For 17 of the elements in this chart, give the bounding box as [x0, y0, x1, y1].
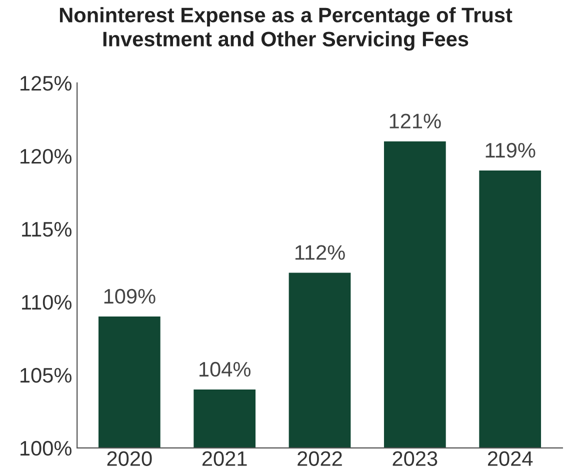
x-tick-label: 2023	[392, 451, 438, 466]
y-tick-label: 120%	[20, 148, 72, 164]
y-tick-label: 125%	[20, 76, 72, 91]
data-label: 104%	[200, 362, 250, 377]
chart-title: Noninterest Expense as a Percentage of Trust Investment and Other Servicing Fees	[60, 7, 512, 51]
data-label: 121%	[390, 114, 441, 128]
x-tick-label: 2021	[202, 451, 247, 466]
x-tick-label: 2022	[298, 451, 342, 466]
data-label: 119%	[486, 142, 536, 158]
y-tick-label: 115%	[22, 222, 72, 237]
x-tick-label: 2024	[488, 451, 533, 466]
data-label: 112%	[295, 245, 345, 260]
x-tick-label: 2020	[107, 451, 152, 466]
y-tick-label: 105%	[20, 368, 72, 383]
y-tick-label: 110%	[22, 294, 72, 310]
data-label: 109%	[104, 288, 156, 304]
y-tick-label: 100%	[20, 440, 72, 456]
